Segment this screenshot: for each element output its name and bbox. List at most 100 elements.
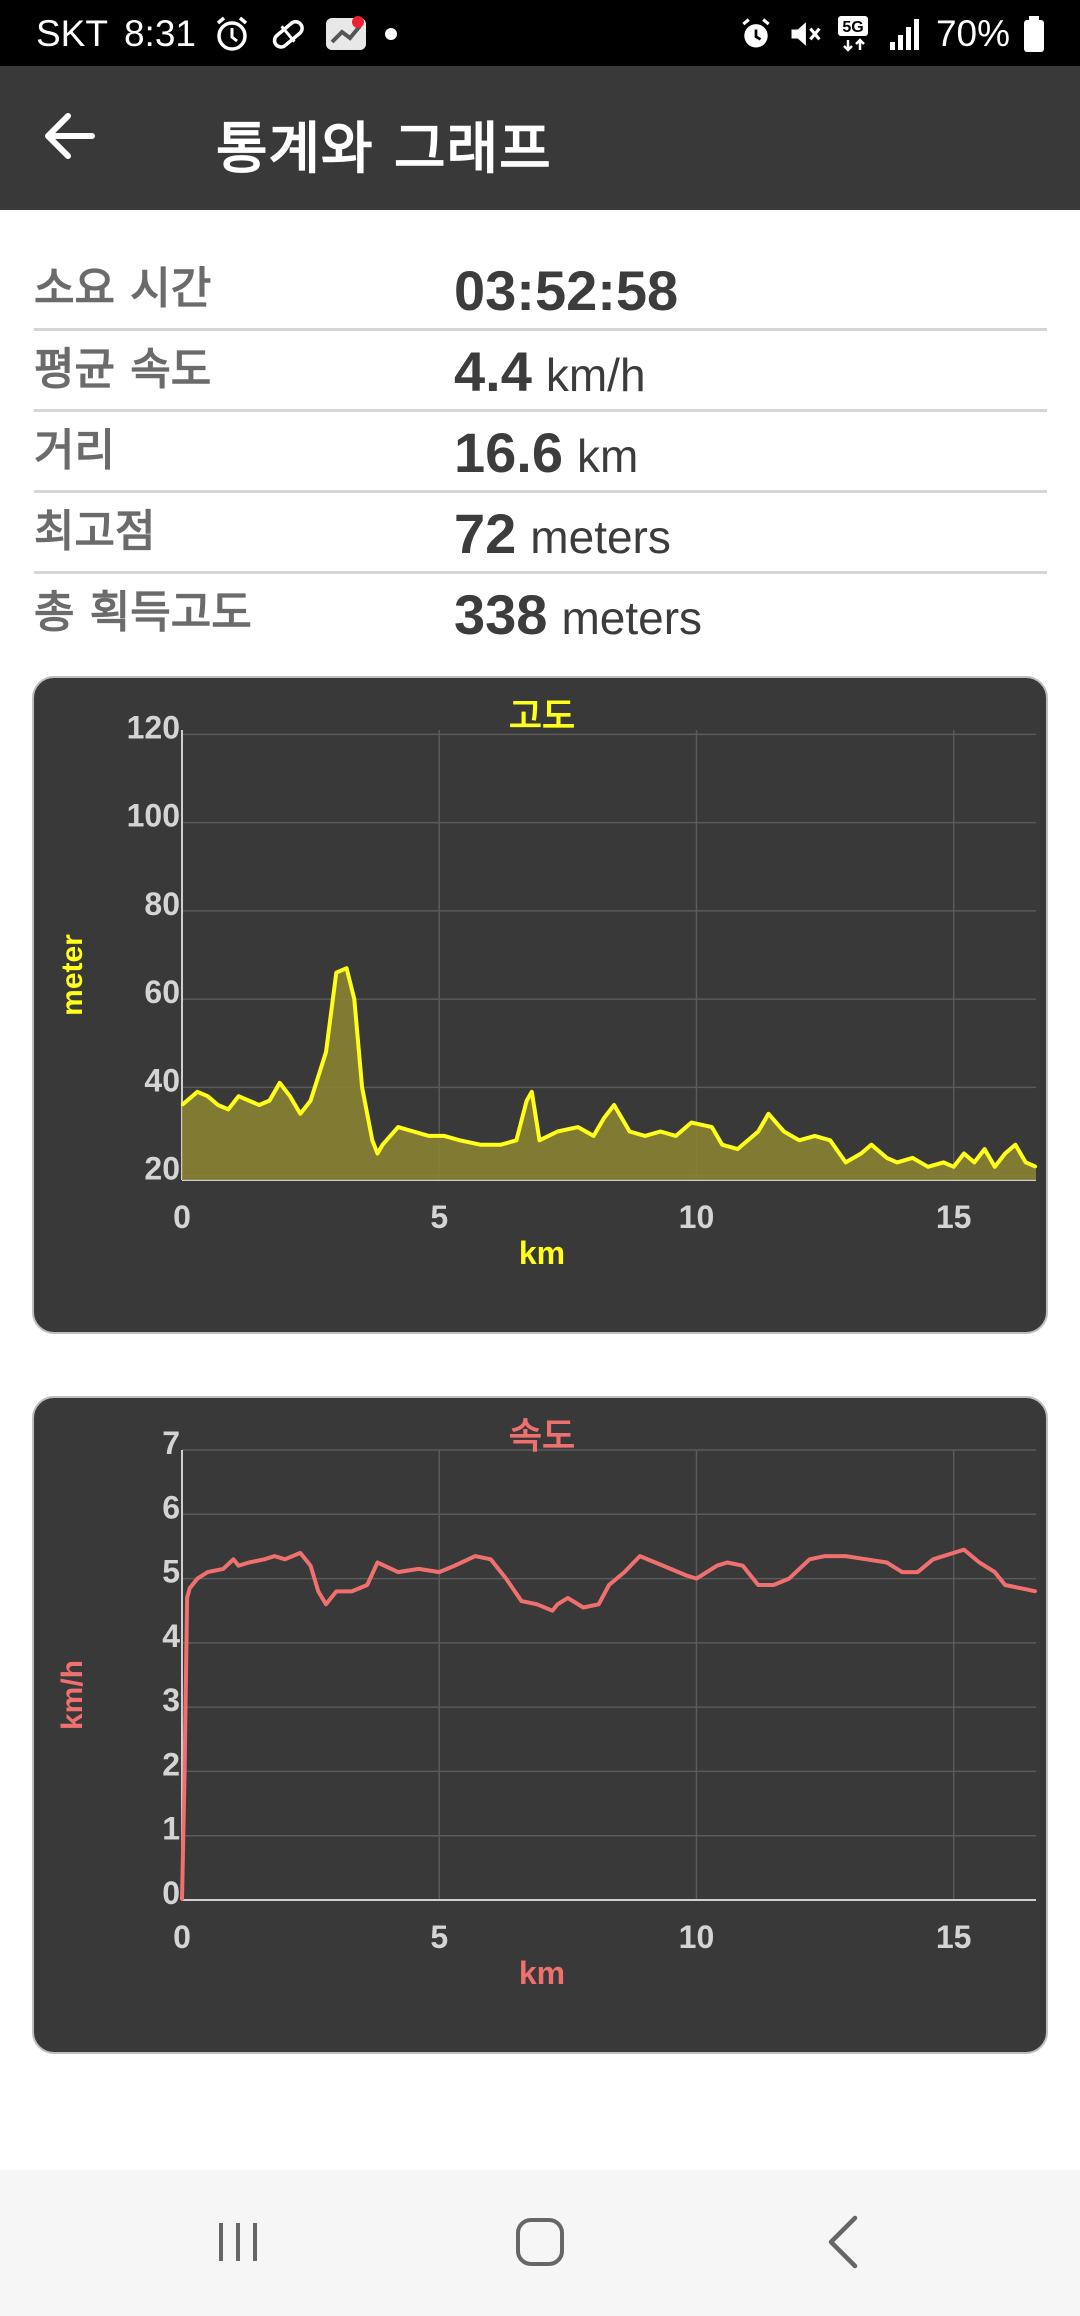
network-5g-icon: 5G [836, 14, 876, 54]
data-point [443, 1134, 446, 1138]
data-point [829, 1139, 832, 1142]
stat-number: 4.4 [454, 340, 532, 403]
data-point [556, 1603, 559, 1606]
data-point [942, 1161, 945, 1164]
battery-icon [1022, 14, 1046, 54]
y-tick-label: 20 [144, 1151, 180, 1187]
home-button[interactable] [480, 2206, 600, 2282]
data-point [288, 1095, 292, 1098]
data-point [685, 1574, 688, 1577]
data-point [669, 1567, 672, 1571]
data-point [1034, 1590, 1038, 1593]
data-point [798, 1139, 801, 1142]
data-point [237, 1564, 240, 1567]
area-fill [182, 968, 1036, 1180]
data-point [324, 1050, 328, 1054]
stat-number: 03:52:58 [454, 259, 679, 322]
data-point [299, 1112, 302, 1115]
back-button[interactable] [40, 106, 130, 170]
y-axis-label: km/h [56, 1660, 89, 1730]
data-point [643, 1134, 647, 1138]
stat-row-total-ascent: 총 획득고도 338 meters [34, 574, 1047, 655]
alarm-set-icon [738, 16, 774, 52]
data-point [978, 1561, 981, 1564]
data-point [710, 1125, 714, 1129]
y-tick-label: 80 [144, 886, 180, 922]
data-point [592, 1134, 595, 1138]
stat-unit: meters [561, 592, 703, 644]
stat-row-max-elevation: 최고점 72 meters [34, 493, 1047, 574]
y-tick-label: 4 [162, 1618, 180, 1654]
stat-label: 거리 [34, 425, 115, 476]
y-tick-label: 60 [144, 974, 180, 1010]
data-point [538, 1139, 541, 1142]
data-point [345, 967, 348, 970]
data-point [741, 1564, 744, 1567]
clock-time: 8:31 [123, 13, 196, 54]
stat-row-duration: 소요 시간 03:52:58 [34, 250, 1047, 331]
y-tick-label: 2 [162, 1746, 180, 1782]
data-point [530, 1090, 533, 1093]
data-point [309, 1564, 312, 1567]
data-point [602, 1117, 606, 1120]
data-point [376, 1561, 379, 1564]
x-axis-label: km [519, 1955, 565, 1991]
stats-table: 소요 시간 03:52:58 평균 속도 4.4 km/h 거리 16.6 km 최… [34, 250, 1047, 655]
stat-value: 338 meters [454, 582, 702, 647]
divider [34, 490, 1047, 493]
data-point [885, 1156, 888, 1160]
data-point [772, 1583, 775, 1587]
data-point [844, 1161, 847, 1164]
nav-back-button[interactable] [783, 2206, 903, 2282]
x-tick-label: 0 [173, 1919, 191, 1955]
stat-label: 최고점 [34, 506, 156, 557]
x-axis-label: km [519, 1235, 565, 1271]
data-point [911, 1156, 914, 1160]
alarm-icon [212, 14, 252, 54]
data-point [520, 1599, 523, 1603]
stat-value: 4.4 km/h [454, 339, 646, 404]
data-point [417, 1567, 420, 1571]
data-point [865, 1558, 868, 1561]
data-point [916, 1570, 919, 1574]
data-point [823, 1554, 827, 1558]
data-point [453, 1564, 456, 1567]
data-point [180, 1103, 184, 1107]
page-title: 통계와 그래프 [216, 117, 552, 182]
divider [34, 571, 1047, 574]
status-left: SKT 8:31 [36, 13, 398, 55]
data-point [895, 1161, 899, 1164]
navigation-bar [0, 2170, 1080, 2316]
mute-icon [786, 16, 824, 52]
divider [34, 328, 1047, 331]
data-point [196, 1090, 199, 1093]
data-point [381, 1143, 384, 1146]
data-point [458, 1139, 461, 1142]
notification-dot-icon [384, 27, 398, 41]
stat-value: 72 meters [454, 501, 671, 566]
data-point [335, 971, 338, 974]
data-point [1014, 1143, 1017, 1146]
data-point [1003, 1152, 1007, 1155]
data-point [396, 1570, 400, 1574]
data-point [371, 1139, 374, 1142]
data-point [715, 1564, 719, 1567]
data-point [757, 1130, 760, 1133]
data-point [931, 1558, 935, 1561]
y-axis-label: meter [56, 934, 89, 1016]
data-point [196, 1577, 199, 1580]
data-point [628, 1130, 631, 1133]
data-point [366, 1583, 369, 1587]
data-point [438, 1570, 441, 1574]
data-point [787, 1577, 791, 1580]
data-point [813, 1134, 816, 1138]
data-point [576, 1125, 580, 1129]
data-point [335, 1590, 338, 1593]
y-tick-label: 1 [162, 1811, 180, 1847]
data-point [474, 1554, 477, 1558]
data-point [309, 1099, 312, 1102]
data-point [479, 1143, 482, 1146]
data-point [767, 1112, 770, 1115]
recent-apps-button[interactable] [178, 2206, 298, 2282]
data-point [782, 1130, 786, 1133]
